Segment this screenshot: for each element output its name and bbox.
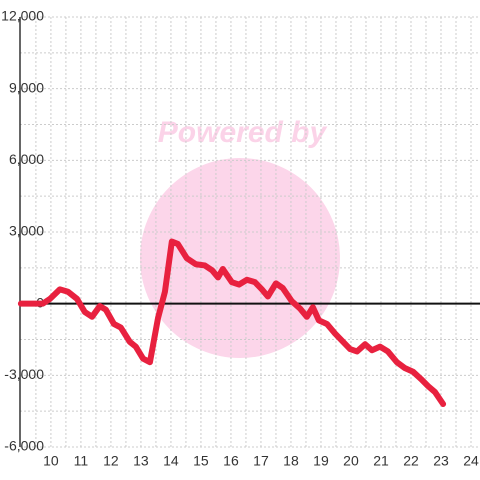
x-tick-label: 12 bbox=[103, 453, 119, 469]
x-tick-label: 22 bbox=[403, 453, 419, 469]
x-tick-label: 21 bbox=[373, 453, 389, 469]
y-tick-label: -6,000 bbox=[4, 438, 44, 454]
data-line bbox=[17, 238, 447, 407]
x-tick-label: 10 bbox=[43, 453, 59, 469]
y-tick-label: -3,000 bbox=[4, 366, 44, 382]
watermark-logo bbox=[140, 158, 340, 358]
y-tick-label: 3,000 bbox=[9, 223, 44, 239]
x-tick-label: 20 bbox=[343, 453, 359, 469]
x-tick-label: 19 bbox=[313, 453, 329, 469]
x-tick-label: 23 bbox=[433, 453, 449, 469]
watermark-text: Powered by bbox=[158, 116, 328, 149]
x-tick-label: 17 bbox=[253, 453, 269, 469]
x-tick-label: 15 bbox=[193, 453, 209, 469]
x-tick-label: 24 bbox=[463, 453, 479, 469]
x-tick-label: 14 bbox=[163, 453, 179, 469]
x-tick-label: 11 bbox=[74, 453, 89, 469]
x-tick-label: 18 bbox=[283, 453, 299, 469]
x-tick-label: 13 bbox=[133, 453, 149, 469]
x-tick-label: 16 bbox=[223, 453, 239, 469]
y-tick-label: 6,000 bbox=[9, 151, 44, 167]
y-tick-label: 9,000 bbox=[9, 79, 44, 95]
y-tick-label: 12,000 bbox=[1, 8, 44, 24]
